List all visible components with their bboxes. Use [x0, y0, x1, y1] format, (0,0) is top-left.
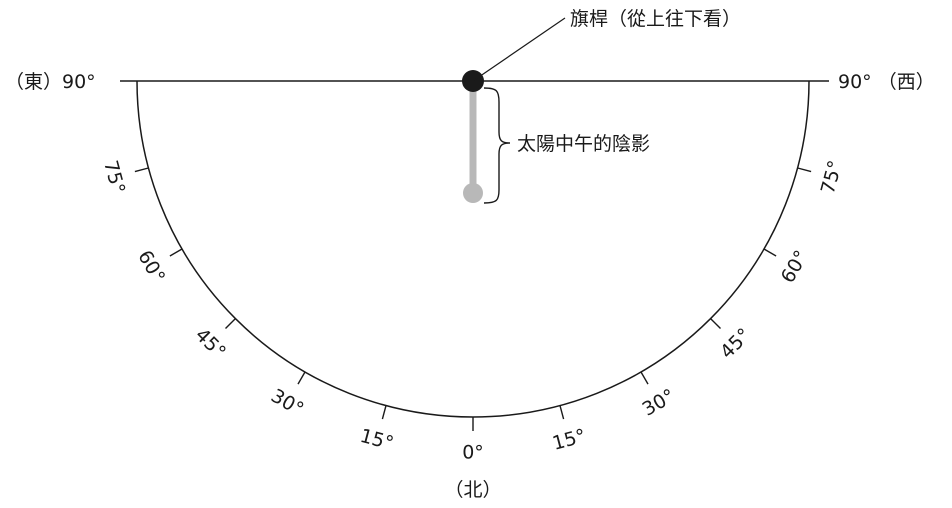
- tick-mark: [225, 318, 236, 329]
- angle-ticks: 75° 75° 60° 60° 45° 45° 30° 30° 15° 15° 0°: [99, 158, 847, 463]
- west-label: 90° （西）: [838, 71, 935, 93]
- shadow-brace: [483, 87, 511, 204]
- angle-label: 0°: [462, 442, 484, 464]
- tick-mark: [134, 167, 149, 173]
- pole-leader-line: [472, 17, 566, 82]
- pole-label: 旗桿（從上往下看）: [570, 8, 741, 30]
- tick-mark: [797, 167, 812, 173]
- tick-mark: [169, 248, 183, 257]
- angle-label: 75°: [99, 158, 129, 196]
- tick-mark: [710, 318, 721, 329]
- north-label: （北）: [444, 479, 501, 501]
- shadow-label: 太陽中午的陰影: [517, 133, 650, 155]
- angle-label: 30°: [267, 385, 307, 421]
- tick-mark: [640, 371, 649, 385]
- angle-label: 30°: [639, 385, 679, 421]
- angle-label: 45°: [716, 324, 755, 363]
- angle-label: 45°: [191, 324, 230, 363]
- shadow-tip: [463, 183, 483, 203]
- angle-label: 60°: [133, 247, 169, 287]
- angle-label: 75°: [817, 158, 847, 196]
- angle-label: 60°: [777, 247, 813, 287]
- angle-label: 15°: [358, 425, 396, 455]
- angle-label: 15°: [550, 425, 588, 455]
- east-label: （東）90°: [5, 71, 96, 93]
- tick-mark: [559, 405, 565, 420]
- tick-mark: [381, 405, 387, 420]
- tick-mark: [297, 371, 306, 385]
- tick-mark: [763, 248, 777, 257]
